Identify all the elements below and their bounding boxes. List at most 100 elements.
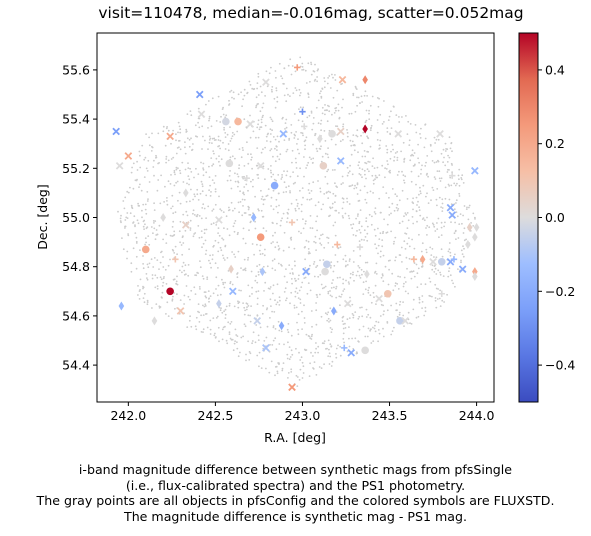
background-point xyxy=(237,180,239,183)
background-point xyxy=(226,257,229,259)
background-point xyxy=(202,135,204,138)
background-point xyxy=(264,271,267,274)
background-point xyxy=(209,137,212,140)
fluxstd-point xyxy=(375,294,383,303)
background-point xyxy=(206,278,209,280)
background-point xyxy=(309,337,312,339)
background-point xyxy=(346,132,349,134)
background-point xyxy=(390,333,393,336)
background-point xyxy=(344,327,347,329)
background-point xyxy=(294,70,297,73)
background-point xyxy=(242,237,245,240)
background-point xyxy=(370,342,373,344)
background-point xyxy=(448,267,451,269)
background-point xyxy=(320,145,322,148)
background-point xyxy=(261,106,264,109)
background-point xyxy=(346,135,349,138)
background-point xyxy=(129,212,132,215)
background-point xyxy=(451,150,453,153)
background-point xyxy=(388,268,390,271)
background-point xyxy=(330,138,333,141)
background-point xyxy=(352,314,355,317)
background-point xyxy=(287,185,290,188)
background-point xyxy=(147,159,150,162)
background-point xyxy=(194,195,196,198)
background-point xyxy=(403,325,405,327)
background-point xyxy=(214,188,217,191)
background-point xyxy=(142,255,144,257)
background-point xyxy=(358,161,360,164)
background-point xyxy=(184,141,186,144)
background-point xyxy=(336,260,339,263)
background-point xyxy=(243,258,246,261)
background-point xyxy=(380,303,383,306)
background-point xyxy=(339,140,342,143)
background-point xyxy=(205,296,208,299)
background-point xyxy=(367,160,370,163)
background-point xyxy=(257,72,260,75)
background-point xyxy=(155,156,157,159)
background-point xyxy=(317,351,319,354)
background-point xyxy=(280,75,282,77)
y-tick-label: 55.2 xyxy=(62,161,90,176)
background-point xyxy=(320,283,323,286)
background-point xyxy=(463,205,466,207)
background-point xyxy=(322,203,324,206)
background-point xyxy=(383,218,385,221)
background-point xyxy=(140,189,143,192)
background-point xyxy=(222,326,225,329)
background-point xyxy=(364,173,366,176)
fluxstd-point xyxy=(458,265,467,273)
background-point xyxy=(326,319,329,322)
background-point xyxy=(316,229,318,232)
background-point xyxy=(181,161,184,164)
background-point xyxy=(200,180,203,183)
background-point xyxy=(207,298,210,300)
background-point xyxy=(390,304,392,307)
background-point xyxy=(371,165,374,168)
background-point xyxy=(352,261,355,263)
background-point xyxy=(431,264,434,267)
background-point xyxy=(463,227,466,230)
background-point xyxy=(409,159,412,162)
background-point xyxy=(229,322,232,325)
background-point xyxy=(266,265,269,268)
background-point xyxy=(267,188,270,191)
background-point xyxy=(167,129,170,132)
background-point xyxy=(276,241,279,244)
background-point xyxy=(296,219,299,221)
fluxstd-point xyxy=(328,130,336,138)
background-point xyxy=(421,301,424,303)
background-point xyxy=(126,257,128,260)
background-point xyxy=(258,209,260,212)
background-point xyxy=(357,96,360,99)
background-point xyxy=(274,269,277,271)
background-point xyxy=(289,356,292,358)
background-point xyxy=(150,226,153,228)
background-point xyxy=(258,128,261,131)
background-point xyxy=(281,367,284,370)
background-point xyxy=(270,360,273,363)
background-point xyxy=(329,307,332,310)
background-point xyxy=(369,316,372,319)
background-point xyxy=(381,164,384,167)
background-point xyxy=(260,91,263,94)
background-point xyxy=(170,158,173,160)
background-point xyxy=(341,320,344,322)
background-point xyxy=(308,114,311,117)
fluxstd-point xyxy=(181,221,190,229)
background-point xyxy=(351,227,354,230)
background-point xyxy=(198,311,201,314)
background-point xyxy=(158,224,161,227)
background-point xyxy=(166,200,168,202)
background-point xyxy=(164,185,166,188)
background-point xyxy=(327,311,330,314)
background-point xyxy=(438,236,440,239)
background-point xyxy=(440,226,443,229)
background-point xyxy=(208,115,211,118)
background-point xyxy=(312,117,315,119)
background-point xyxy=(195,316,198,319)
fluxstd-point xyxy=(321,267,329,276)
fluxstd-point xyxy=(341,344,348,352)
background-point xyxy=(196,135,199,138)
